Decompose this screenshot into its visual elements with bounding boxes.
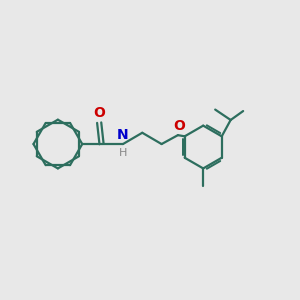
Text: N: N <box>117 128 129 142</box>
Text: O: O <box>93 106 105 120</box>
Text: H: H <box>119 148 127 158</box>
Text: O: O <box>173 119 185 133</box>
